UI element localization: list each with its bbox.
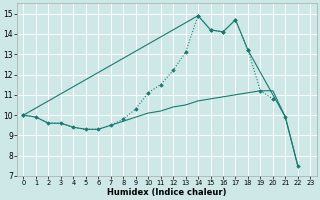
X-axis label: Humidex (Indice chaleur): Humidex (Indice chaleur): [107, 188, 227, 197]
